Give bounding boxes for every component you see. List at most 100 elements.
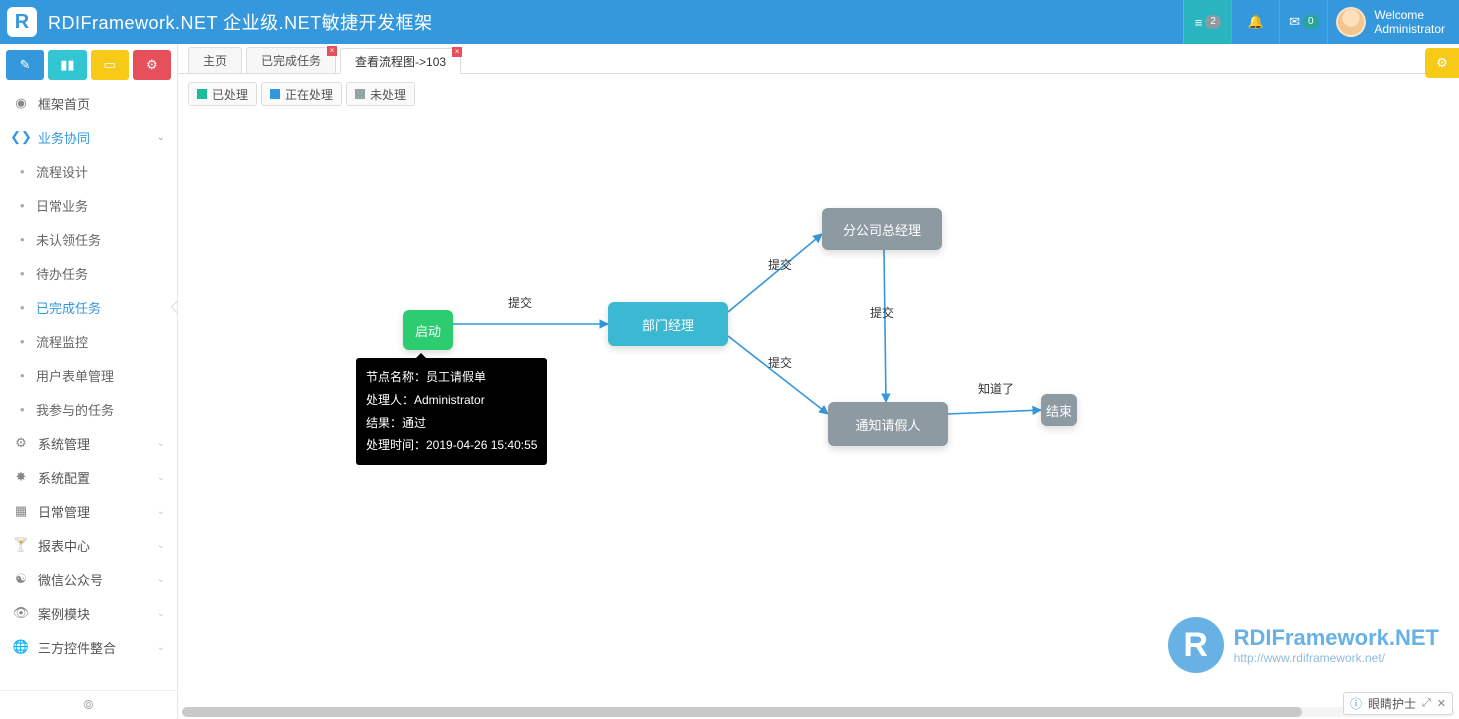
tab[interactable]: 查看流程图->103 × <box>340 48 461 74</box>
nav-group[interactable]: ❮❯ 业务协同 ⌄ <box>0 120 177 154</box>
chevron-down-icon: ⌄ <box>157 132 165 143</box>
tab-close-icon[interactable]: × <box>327 46 337 56</box>
nav-group-label: 三方控件整合 <box>38 638 116 657</box>
flow-node-label: 结束 <box>1046 401 1072 420</box>
chevron-right-icon: ⌄ <box>157 540 165 551</box>
tab-close-icon[interactable]: × <box>452 47 462 57</box>
notifications-list-button[interactable]: ≡ 2 <box>1183 0 1231 44</box>
glass-icon: 🍸 <box>12 537 30 553</box>
nav-group[interactable]: 👁案例模块⌄ <box>0 596 177 630</box>
nav-sub-item[interactable]: 已完成任务 <box>0 290 177 324</box>
tab[interactable]: 已完成任务 × <box>246 47 336 73</box>
nav-group-label: 业务协同 <box>38 128 90 147</box>
cogs-icon: ⚙ <box>12 435 30 451</box>
nav-sub-label: 未认领任务 <box>36 230 101 249</box>
collapse-icon: ⦾ <box>83 697 93 712</box>
flow-node-dept[interactable]: 部门经理 <box>608 302 728 346</box>
nav-sub-label: 流程设计 <box>36 162 88 181</box>
nav-sub-label: 已完成任务 <box>36 298 101 317</box>
tool-settings-button[interactable]: ⚙ <box>133 50 171 80</box>
wechat-icon: ☯ <box>12 571 30 587</box>
nav-sub-item[interactable]: 日常业务 <box>0 188 177 222</box>
tooltip-line: 处理时间：2019-04-26 15:40:55 <box>366 434 537 457</box>
info-icon: ⓘ <box>1350 695 1362 712</box>
username-label: Administrator <box>1374 22 1445 36</box>
nav: ◉框架首页 ❮❯ 业务协同 ⌄ 流程设计日常业务未认领任务待办任务已完成任务流程监控用户… <box>0 86 177 690</box>
flow-canvas[interactable]: 提交提交提交提交知道了启动部门经理分公司总经理通知请假人结束节点名称：员工请假单… <box>178 114 1459 707</box>
nav-group[interactable]: ▦日常管理⌄ <box>0 494 177 528</box>
chevron-right-icon: ⌄ <box>157 608 165 619</box>
calendar-icon: ▦ <box>12 503 30 519</box>
mail-icon: ✉ <box>1289 14 1300 30</box>
flow-node-label: 部门经理 <box>642 315 694 334</box>
nav-group[interactable]: ⚙系统管理⌄ <box>0 426 177 460</box>
tool-card-button[interactable]: ▭ <box>91 50 129 80</box>
tab[interactable]: 主页 <box>188 47 242 73</box>
gear-icon: ⚙ <box>1436 55 1448 71</box>
sidebar-collapse-button[interactable]: ⦾ <box>0 690 177 719</box>
nav-group-label: 案例模块 <box>38 604 90 623</box>
legend-item: 未处理 <box>346 82 415 106</box>
sun-icon: ✸ <box>12 469 30 485</box>
tab-label: 主页 <box>203 52 227 69</box>
nav-sub-label: 用户表单管理 <box>36 366 114 385</box>
chevron-right-icon: ⌄ <box>157 574 165 585</box>
flow-node-end[interactable]: 结束 <box>1041 394 1077 426</box>
nav-sub-label: 流程监控 <box>36 332 88 351</box>
tool-edit-button[interactable]: ✎ <box>6 50 44 80</box>
nav-sub-label: 待办任务 <box>36 264 88 283</box>
pin-icon[interactable]: ⤢ <box>1422 697 1431 710</box>
flow-node-start[interactable]: 启动 <box>403 310 453 350</box>
pencil-icon: ✎ <box>20 57 31 73</box>
system-tray-widget[interactable]: ⓘ 眼睛护士 ⤢ ✕ <box>1343 692 1453 715</box>
sidebar: ✎ ▮▮ ▭ ⚙ ◉框架首页 ❮❯ 业务协同 ⌄ 流程设计日常业务未认领任务待办任务已完… <box>0 44 178 719</box>
nav-sub-item[interactable]: 待办任务 <box>0 256 177 290</box>
nav-group[interactable]: ◉框架首页 <box>0 86 177 120</box>
tab-label: 查看流程图->103 <box>355 53 446 70</box>
alerts-button[interactable]: 🔔 <box>1231 0 1279 44</box>
nav-sub-label: 日常业务 <box>36 196 88 215</box>
flow-node-notify[interactable]: 通知请假人 <box>828 402 948 446</box>
nav-sub-item[interactable]: 用户表单管理 <box>0 358 177 392</box>
nav-group-label: 系统管理 <box>38 434 90 453</box>
nav-group[interactable]: 🌐三方控件整合⌄ <box>0 630 177 664</box>
user-menu[interactable]: Welcome Administrator <box>1327 0 1459 44</box>
theme-settings-button[interactable]: ⚙ <box>1425 48 1459 78</box>
nav-group[interactable]: ✸系统配置⌄ <box>0 460 177 494</box>
app-title: RDIFramework.NET 企业级.NET敏捷开发框架 <box>48 9 433 35</box>
edge-label: 提交 <box>768 354 792 371</box>
mail-button[interactable]: ✉ 0 <box>1279 0 1327 44</box>
tool-stats-button[interactable]: ▮▮ <box>48 50 86 80</box>
nav-sub-label: 我参与的任务 <box>36 400 114 419</box>
nav-sub-item[interactable]: 流程设计 <box>0 154 177 188</box>
nav-sub-item[interactable]: 流程监控 <box>0 324 177 358</box>
chevron-right-icon: ⌄ <box>157 472 165 483</box>
horizontal-scrollbar[interactable] <box>182 707 1455 717</box>
tab-label: 已完成任务 <box>261 52 321 69</box>
share-icon: ❮❯ <box>12 129 30 145</box>
flag-icon <box>270 89 280 99</box>
legend-bar: 已处理正在处理未处理 <box>178 74 1459 114</box>
nav-group-label: 日常管理 <box>38 502 90 521</box>
bell-icon: 🔔 <box>1248 14 1264 30</box>
list-icon: ≡ <box>1195 15 1203 30</box>
flow-node-branch[interactable]: 分公司总经理 <box>822 208 942 250</box>
topbar: R RDIFramework.NET 企业级.NET敏捷开发框架 ≡ 2 🔔 ✉… <box>0 0 1459 44</box>
close-icon[interactable]: ✕ <box>1437 697 1446 710</box>
dashboard-icon: ◉ <box>12 95 30 111</box>
bars-icon: ▮▮ <box>60 57 74 73</box>
edge-label: 提交 <box>870 304 894 321</box>
user-text: Welcome Administrator <box>1374 8 1445 37</box>
scrollbar-thumb[interactable] <box>182 707 1302 717</box>
nav-group[interactable]: ☯微信公众号⌄ <box>0 562 177 596</box>
mail-badge: 0 <box>1303 15 1319 29</box>
nav-group[interactable]: 🍸报表中心⌄ <box>0 528 177 562</box>
edge-label: 知道了 <box>978 380 1014 397</box>
nav-sub-item[interactable]: 未认领任务 <box>0 222 177 256</box>
main: 主页已完成任务×查看流程图->103× 已处理正在处理未处理 提交提交提交提交知… <box>178 44 1459 719</box>
nav-sub-item[interactable]: 我参与的任务 <box>0 392 177 426</box>
chevron-right-icon: ⌄ <box>157 642 165 653</box>
legend-item: 正在处理 <box>261 82 342 106</box>
edge-label: 提交 <box>508 294 532 311</box>
legend-label: 正在处理 <box>285 86 333 103</box>
